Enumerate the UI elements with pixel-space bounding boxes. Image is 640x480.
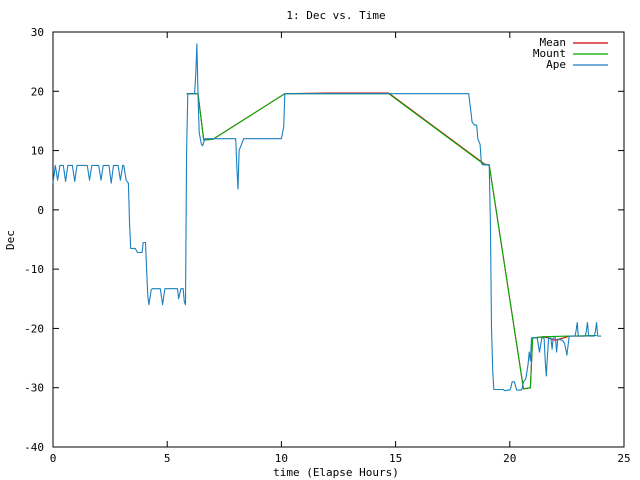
series-line-mount <box>186 93 597 390</box>
y-tick-label: 10 <box>31 145 44 158</box>
y-tick-label: -40 <box>24 441 44 454</box>
x-tick-label: 10 <box>275 452 288 465</box>
y-tick-label: -30 <box>24 382 44 395</box>
series-line-mean <box>186 92 597 390</box>
x-tick-label: 25 <box>617 452 630 465</box>
y-tick-label: 20 <box>31 85 44 98</box>
legend-label-ape: Ape <box>546 58 566 71</box>
y-axis-ticks: -40 -30 -20 -10 0 10 20 30 <box>24 26 624 454</box>
x-axis-ticks: 0 5 10 15 20 25 <box>50 32 631 465</box>
series-layer <box>52 43 602 392</box>
y-tick-label: 0 <box>37 204 44 217</box>
x-tick-label: 15 <box>389 452 402 465</box>
y-tick-label: -10 <box>24 263 44 276</box>
series-line-ape <box>52 43 602 392</box>
plot-frame <box>52 31 625 448</box>
legend-label-mount: Mount <box>533 47 566 60</box>
x-tick-label: 0 <box>50 452 57 465</box>
legend-label-mean: Mean <box>540 36 567 49</box>
x-axis-label: time (Elapse Hours) <box>273 466 399 479</box>
x-tick-label: 5 <box>164 452 171 465</box>
y-tick-label: -20 <box>24 322 44 335</box>
chart-title: 1: Dec vs. Time <box>286 9 385 22</box>
y-tick-label: 30 <box>31 26 44 39</box>
x-tick-label: 20 <box>503 452 516 465</box>
y-axis-label: Dec <box>4 230 17 250</box>
